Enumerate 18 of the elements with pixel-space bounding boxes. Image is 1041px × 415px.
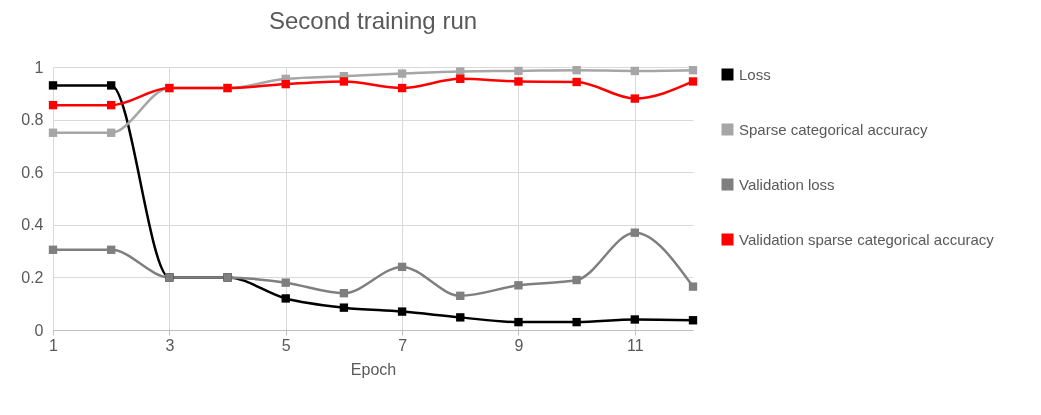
legend-label: Validation loss [739, 175, 835, 193]
x-tick-label: 11 [627, 336, 644, 354]
y-tick-label: 0 [34, 321, 44, 339]
x-axis-title: Epoch [350, 360, 397, 378]
y-tick-label: 0.2 [21, 268, 44, 286]
x-tick-label: 7 [398, 336, 408, 354]
x-tick-label: 5 [281, 336, 291, 354]
legend-label: Validation sparse categorical accuracy [739, 230, 995, 248]
chart-title: Second training run [268, 7, 478, 34]
x-tick-label: 9 [514, 336, 524, 354]
legend-label: Loss [739, 65, 771, 83]
x-tick-label: 3 [165, 336, 175, 354]
x-tick-label: 1 [49, 336, 59, 354]
y-tick-label: 0.4 [21, 216, 44, 234]
y-tick-label: 1 [34, 58, 44, 76]
y-tick-label: 0.8 [21, 111, 44, 129]
y-tick-label: 0.6 [21, 163, 44, 181]
legend-label: Sparse categorical accuracy [739, 120, 928, 138]
